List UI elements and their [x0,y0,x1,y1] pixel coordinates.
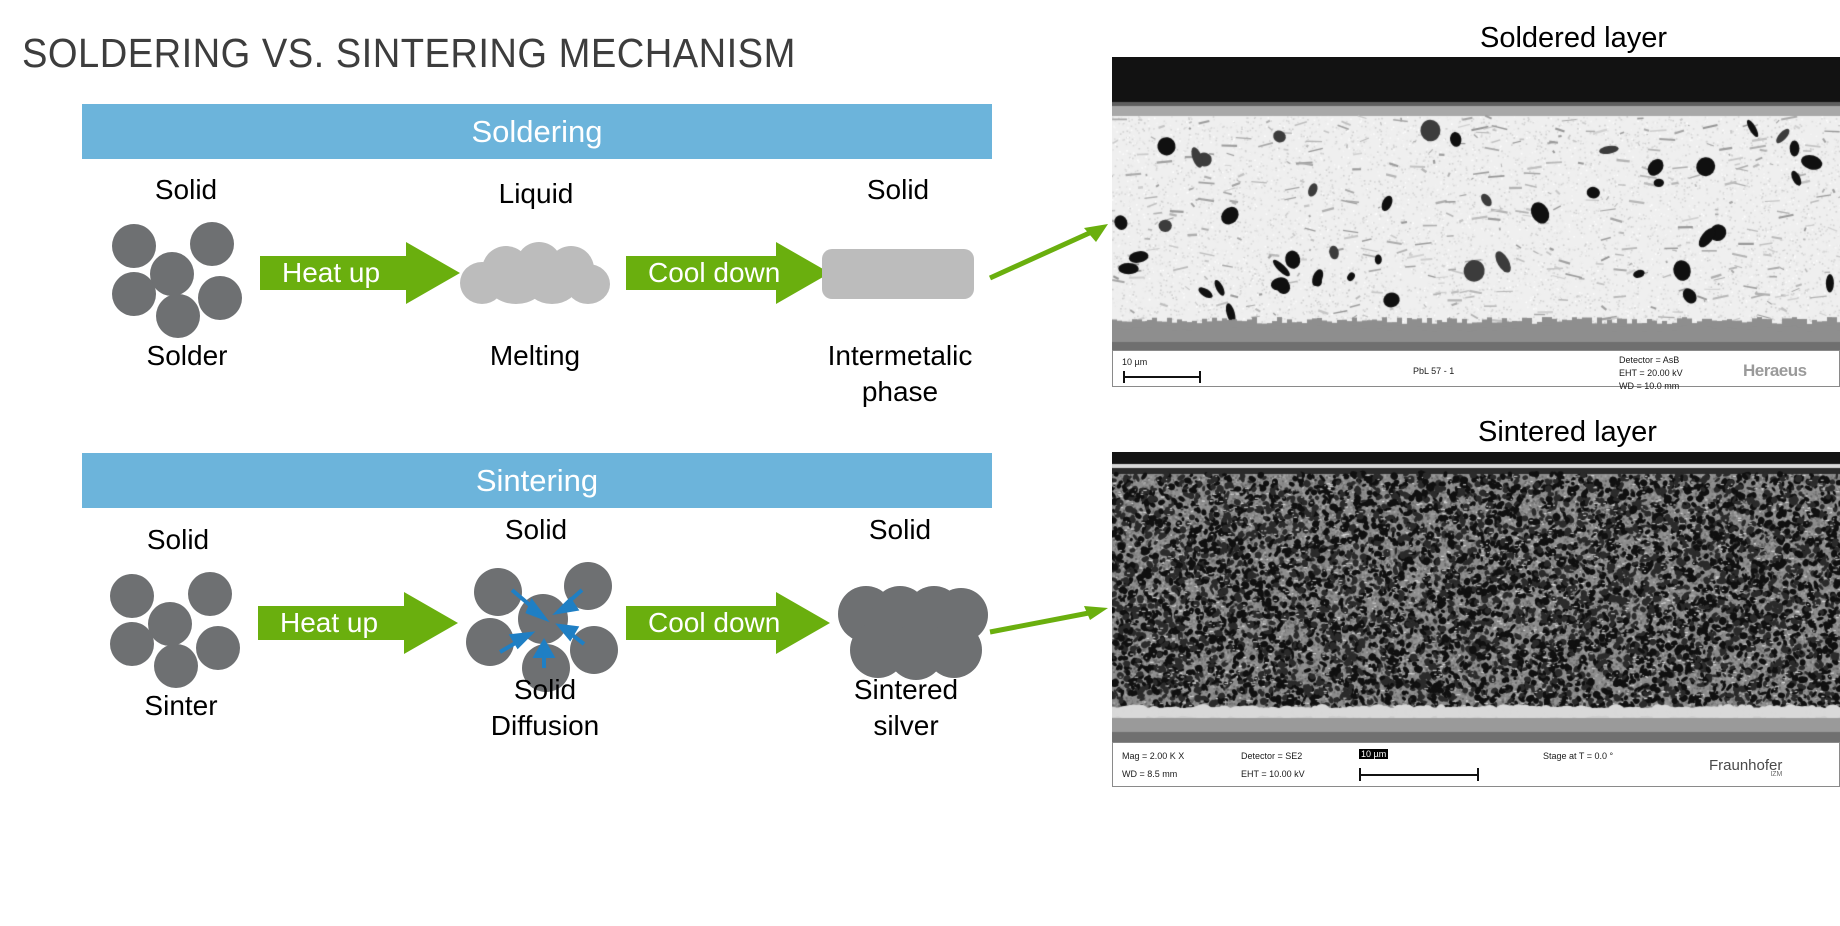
transition-arrow-cool-down-soldering-label: Cool down [648,257,781,288]
particle-cluster-sinter [108,572,248,688]
micrograph-soldered-infobar: 10 µm PbL 57 - 1 Detector = AsB EHT = 20… [1112,350,1840,391]
stage-caption-soldering-3: Intermetalic phase [827,340,973,408]
stage-state-soldering-3: Solid [866,174,930,205]
stage-caption-soldering-2: Melting [489,340,581,371]
sample-id-soldered: PbL 57 - 1 [1413,366,1455,376]
section-header-soldering-label: Soldering [471,113,603,149]
transition-arrow-heat-up-soldering-label: Heat up [282,257,381,288]
pointer-arrow-to-soldered-sem [988,220,1112,284]
micrograph-sintered-infobar: Mag = 2.00 K X WD = 8.5 mm Detector = SE… [1112,742,1840,787]
blob-lobe [526,264,578,304]
particle [156,294,200,338]
transition-arrow-heat-up-soldering: Heat up [260,242,460,304]
pointer-arrow-icon [988,224,1108,281]
scalebar-label-soldered: 10 µm [1122,357,1148,367]
particle [110,622,154,666]
scalebar-label-sintered: 10 µm [1359,749,1389,759]
transition-arrow-cool-down-soldering: Cool down [626,242,830,304]
logo-fraunhofer-label: Fraunhofer [1709,757,1783,774]
micrograph-soldered: 10 µm PbL 57 - 1 Detector = AsB EHT = 20… [1112,57,1840,391]
transition-arrow-heat-up-sintering: Heat up [258,592,458,654]
particle-cluster-solder [110,222,250,338]
particle [150,252,194,296]
stage-caption-sintering-2: Solid Diffusion [490,674,600,742]
section-header-soldering: Soldering [82,104,992,159]
merged-particles-sintered-silver [838,586,990,682]
arrow-shape-icon [258,592,458,654]
particle [188,572,232,616]
logo-fraunhofer: Fraunhofer IZM [1709,757,1783,778]
particle [112,272,156,316]
sem-stage-sintered: Stage at T = 0.0 ° [1543,751,1614,761]
particle [198,276,242,320]
scalebar-cap-left [1123,371,1125,383]
micrograph-title-sintered: Sintered layer [1478,416,1657,448]
micrograph-title-soldered: Soldered layer [1480,22,1667,54]
melt-blob [460,242,610,304]
arrow-shape-icon [626,592,830,654]
stage-caption-sintering-3: Sintered silver [853,674,959,742]
micrograph-soldered-image [1112,57,1840,350]
particle [466,618,514,666]
scalebar-cap-right [1199,371,1201,383]
scalebar-cap-left [1359,768,1361,781]
scalebar-cap-right [1477,768,1479,781]
sem-params-soldered: Detector = AsB EHT = 20.00 kV WD = 10.0 … [1619,355,1683,392]
stage-state-sintering-1: Solid [146,524,210,555]
section-header-sintering-label: Sintering [475,462,599,498]
stage-caption-sintering-1: Sinter [144,690,218,721]
particle [154,644,198,688]
diffusion-cluster [466,556,626,696]
arrow-shape-icon [260,242,460,304]
particle [926,622,982,678]
section-header-sintering: Sintering [82,453,992,508]
sem-mag-sintered: Mag = 2.00 K X [1122,751,1185,761]
micrograph-sintered: Mag = 2.00 K X WD = 8.5 mm Detector = SE… [1112,452,1840,787]
stage-state-sintering-2: Solid [504,514,568,545]
diffusion-arrows-icon [498,588,586,668]
logo-heraeus: Heraeus [1743,361,1807,380]
stage-state-soldering-1: Solid [154,174,218,205]
transition-arrow-heat-up-sintering-label: Heat up [280,607,379,638]
stage-caption-soldering-1: Solder [146,340,228,371]
micrograph-sintered-image [1112,452,1840,742]
scalebar-sintered [1359,774,1479,776]
stage-state-sintering-3: Solid [868,514,932,545]
sem-wd-sintered: WD = 8.5 mm [1122,769,1178,779]
particle [148,602,192,646]
page-title: SOLDERING VS. SINTERING MECHANISM [22,30,796,76]
stage-state-soldering-2: Liquid [498,178,574,209]
pointer-arrow-icon [989,606,1108,635]
particle [112,224,156,268]
sem-eht-sintered: EHT = 10.00 kV [1241,769,1305,779]
sem-detector-sintered: Detector = SE2 [1241,751,1303,761]
arrow-shape-icon [626,242,830,304]
logo-fraunhofer-sub: IZM [1770,771,1783,778]
solid-block-intermetallic [822,249,974,299]
scalebar-soldered [1123,376,1201,378]
particle [190,222,234,266]
pointer-arrow-to-sintered-sem [988,600,1112,640]
particle [110,574,154,618]
particle [570,626,618,674]
particle [196,626,240,670]
transition-arrow-cool-down-sintering-label: Cool down [648,607,781,638]
transition-arrow-cool-down-sintering: Cool down [626,592,830,654]
